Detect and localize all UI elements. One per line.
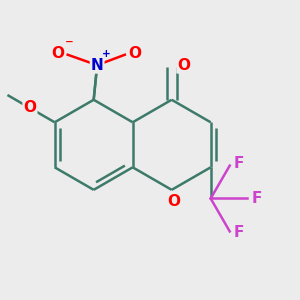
Text: +: + [102,49,111,59]
Text: O: O [23,100,36,116]
Text: F: F [251,191,262,206]
Text: O: O [52,46,65,61]
Text: O: O [167,194,180,209]
Text: F: F [233,225,244,240]
Text: N: N [91,58,103,73]
Text: O: O [177,58,190,73]
Text: O: O [128,46,141,61]
Text: −: − [65,37,74,47]
Text: F: F [233,156,244,171]
